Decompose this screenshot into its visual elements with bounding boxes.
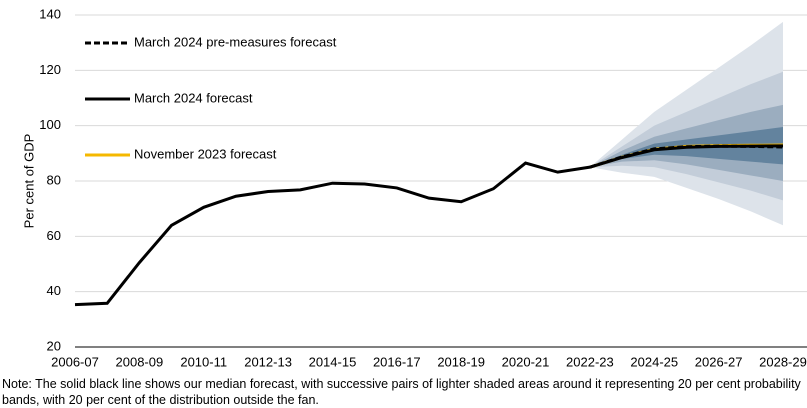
y-tick-label: 40 — [47, 283, 61, 298]
line — [74, 144, 784, 307]
legend-label: November 2023 forecast — [134, 146, 277, 161]
y-tick-label: 20 — [47, 338, 61, 353]
y-tick-label: 120 — [39, 62, 61, 77]
chart: Per cent of GDP 20 40 60 80 100 120 140 2006-07… — [21, 6, 807, 369]
x-tick-label: 2008-09 — [116, 354, 164, 369]
note: Note: The solid black line shows our med… — [2, 377, 801, 407]
x-tick-label: 2010-11 — [180, 354, 227, 369]
x-tick-label: 2006-07 — [51, 354, 99, 369]
y-tick-label: 80 — [47, 172, 61, 187]
x-tick-label: 2028-29 — [759, 354, 807, 369]
y-tick-label: 60 — [47, 228, 61, 243]
x-tick-label: 2020-21 — [502, 354, 550, 369]
x-tick-label: 2012-13 — [244, 354, 292, 369]
y-axis-label: Per cent of GDP — [21, 134, 36, 229]
x-tick-label: 2026-27 — [695, 354, 743, 369]
x-tick-label: 2018-19 — [437, 354, 485, 369]
x-tick-label: 2024-25 — [630, 354, 678, 369]
legend-label: March 2024 forecast — [134, 90, 253, 105]
x-tick-label: 2022-23 — [566, 354, 614, 369]
y-tick-label: 100 — [39, 117, 61, 132]
legend-label: March 2024 pre-measures forecast — [134, 34, 337, 49]
y-tick-label: 140 — [39, 6, 61, 21]
x-tick-label: 2014-15 — [309, 354, 357, 369]
x-tick-label: 2016-17 — [373, 354, 421, 369]
